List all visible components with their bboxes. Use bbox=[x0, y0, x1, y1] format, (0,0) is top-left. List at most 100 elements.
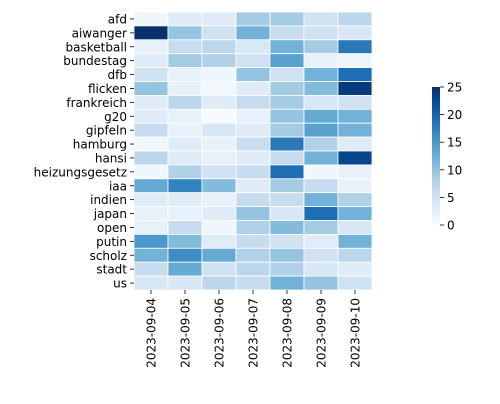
heatmap-cell bbox=[235, 81, 271, 96]
heatmap-cell bbox=[337, 95, 373, 110]
heatmap-cell bbox=[133, 275, 169, 291]
colorbar-tick-label: 10 bbox=[447, 163, 462, 177]
heatmap-cell bbox=[269, 150, 305, 166]
x-tick-label: 2023-09-10 bbox=[349, 298, 363, 368]
y-tick-label: bundestag bbox=[63, 54, 127, 68]
heatmap-cell bbox=[269, 192, 305, 207]
colorbar: 0 5 10 15 20 25 bbox=[432, 81, 462, 233]
x-tick-label: 2023-09-06 bbox=[213, 298, 227, 368]
heatmap-cell bbox=[167, 233, 203, 249]
heatmap-cell bbox=[133, 247, 169, 263]
heatmap-cell bbox=[133, 178, 169, 194]
heatmap-cell bbox=[133, 53, 169, 69]
heatmap-cell bbox=[167, 275, 203, 291]
heatmap-cell bbox=[303, 261, 339, 277]
heatmap-cell bbox=[235, 53, 271, 69]
heatmap-cell bbox=[235, 150, 271, 166]
heatmap-cell bbox=[167, 25, 203, 41]
heatmap-cell bbox=[337, 233, 373, 249]
heatmap-cell bbox=[303, 136, 339, 152]
heatmap-cell bbox=[303, 178, 339, 194]
heatmap-cell bbox=[235, 233, 271, 249]
heatmap-cell bbox=[167, 206, 203, 221]
y-tick-label: hansi bbox=[95, 151, 127, 165]
heatmap-cell bbox=[167, 95, 203, 110]
heatmap-cell bbox=[303, 81, 339, 96]
heatmap-cell bbox=[167, 261, 203, 277]
heatmap-cell bbox=[167, 122, 203, 138]
heatmap-cell bbox=[269, 136, 305, 152]
heatmap-cell bbox=[133, 150, 169, 166]
x-tick-label: 2023-09-04 bbox=[145, 298, 159, 368]
heatmap-cell bbox=[337, 261, 373, 277]
heatmap-cell bbox=[337, 81, 373, 96]
heatmap-cell bbox=[235, 122, 271, 138]
heatmap-cell bbox=[167, 150, 203, 166]
heatmap-cell bbox=[133, 233, 169, 249]
heatmap-cell bbox=[235, 192, 271, 207]
heatmap-cell bbox=[167, 11, 203, 27]
x-tick-label: 2023-09-07 bbox=[247, 298, 261, 368]
y-tick-label: stadt bbox=[96, 263, 127, 277]
heatmap-cell bbox=[269, 275, 305, 291]
heatmap-cell bbox=[133, 206, 169, 221]
heatmap-cell bbox=[133, 192, 169, 207]
y-tick-label: flicken bbox=[88, 82, 127, 96]
heatmap-cell bbox=[167, 164, 203, 180]
heatmap-cell bbox=[133, 95, 169, 110]
heatmap-cell bbox=[133, 81, 169, 96]
colorbar-tick-label: 15 bbox=[447, 136, 462, 150]
heatmap-cell bbox=[235, 11, 271, 27]
x-tick-label: 2023-09-05 bbox=[179, 298, 193, 368]
heatmap-cell bbox=[303, 220, 339, 235]
heatmap-cell bbox=[133, 122, 169, 138]
heatmap-cell bbox=[337, 220, 373, 235]
heatmap-cell bbox=[337, 150, 373, 166]
heatmap-cell bbox=[167, 192, 203, 207]
y-tick-label: afd bbox=[108, 12, 127, 26]
heatmap-cell bbox=[201, 25, 237, 41]
heatmap-cell bbox=[235, 95, 271, 110]
y-tick-label: heizungsgesetz bbox=[34, 165, 127, 179]
heatmap-cell bbox=[303, 164, 339, 180]
heatmap-cell bbox=[235, 164, 271, 180]
heatmap-cell bbox=[167, 81, 203, 96]
heatmap-cell bbox=[269, 233, 305, 249]
heatmap-cell bbox=[235, 275, 271, 291]
heatmap-cell bbox=[269, 11, 305, 27]
heatmap-cell bbox=[269, 95, 305, 110]
heatmap-cell bbox=[167, 136, 203, 152]
heatmap-cell bbox=[201, 39, 237, 55]
heatmap-cell bbox=[235, 108, 271, 124]
heatmap-cell bbox=[337, 11, 373, 27]
heatmap-cell bbox=[303, 122, 339, 138]
heatmap-cell bbox=[235, 206, 271, 221]
heatmap-cell bbox=[201, 95, 237, 110]
y-tick-label: dfb bbox=[108, 68, 127, 82]
heatmap-cell bbox=[201, 275, 237, 291]
heatmap-cell bbox=[303, 39, 339, 55]
heatmap-cell bbox=[201, 192, 237, 207]
heatmap-cell bbox=[201, 67, 237, 82]
heatmap-cell bbox=[133, 136, 169, 152]
y-tick-label: iaa bbox=[109, 179, 127, 193]
heatmap-cell bbox=[269, 261, 305, 277]
heatmap-cell bbox=[133, 11, 169, 27]
colorbar-tick-label: 25 bbox=[447, 81, 462, 95]
heatmap-cell bbox=[269, 81, 305, 96]
heatmap-cell bbox=[235, 136, 271, 152]
y-tick-label: basketball bbox=[66, 40, 127, 54]
heatmap-cells bbox=[133, 11, 373, 291]
colorbar-gradient bbox=[432, 87, 440, 225]
heatmap-cell bbox=[303, 247, 339, 263]
x-tick-label: 2023-09-09 bbox=[315, 298, 329, 368]
heatmap-cell bbox=[235, 261, 271, 277]
heatmap-cell bbox=[269, 67, 305, 82]
heatmap-cell bbox=[303, 53, 339, 69]
heatmap-cell bbox=[201, 122, 237, 138]
x-tick-labels: 2023-09-04 2023-09-05 2023-09-06 2023-09-07… bbox=[145, 290, 363, 368]
y-tick-label: indien bbox=[90, 193, 127, 207]
heatmap-cell bbox=[133, 67, 169, 82]
heatmap-cell bbox=[201, 136, 237, 152]
